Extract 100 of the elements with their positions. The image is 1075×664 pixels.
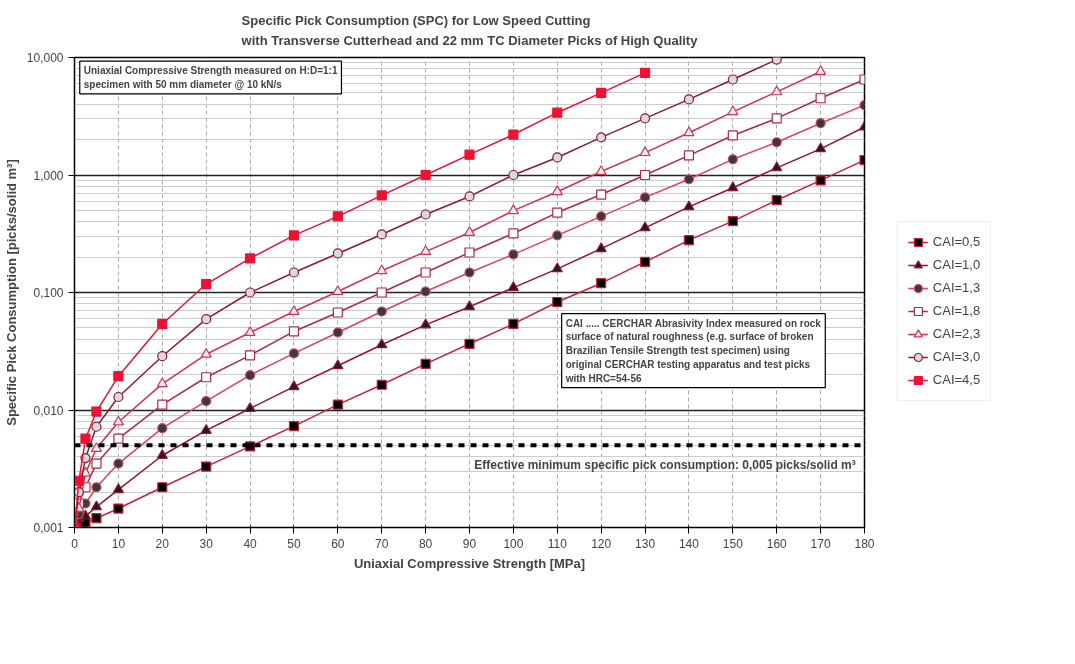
- point: [376, 379, 387, 390]
- point: [596, 132, 607, 143]
- point: [508, 228, 519, 239]
- point: [200, 347, 212, 358]
- point: [464, 191, 475, 202]
- point: [91, 513, 102, 524]
- point: [288, 230, 300, 241]
- point: [332, 399, 343, 410]
- point: [727, 74, 738, 85]
- point: [815, 175, 826, 186]
- point: [376, 264, 388, 275]
- point: [552, 207, 563, 218]
- point: [639, 67, 651, 78]
- point: [376, 229, 387, 240]
- point: [113, 371, 124, 382]
- y-tick-label: 10,000: [26, 51, 64, 65]
- legend-label: CAI=4,5: [932, 372, 981, 387]
- x-tick-label: 170: [810, 536, 831, 551]
- legend-label: CAI=0,5: [932, 234, 981, 249]
- point: [201, 396, 212, 407]
- point: [113, 391, 124, 403]
- chart-title: Specific Pick Consumption (SPC) for Low Speed Cutting with Transverse Cutterhead and 22 mm TC Diameter Picks of High Quality: [240, 13, 699, 48]
- point: [639, 192, 651, 203]
- point: [91, 406, 102, 417]
- x-tick-label: 30: [199, 536, 214, 551]
- point: [596, 87, 607, 98]
- annotation: Uniaxial Compressive Strength measured on H:D=1:1 specimen with 50 mm diameter @ 10 kN/s: [83, 65, 338, 90]
- x-tick-label: 90: [462, 536, 477, 551]
- point: [201, 278, 212, 290]
- point: [91, 421, 102, 432]
- legend-label: CAI=1,3: [932, 280, 981, 295]
- y-tick-label: 0,010: [33, 403, 64, 418]
- point: [244, 370, 256, 381]
- point: [552, 152, 563, 163]
- point: [91, 482, 102, 493]
- legend-label: CAI=3,0: [932, 349, 981, 364]
- point: [727, 154, 738, 165]
- point: [771, 137, 782, 148]
- point: [771, 161, 783, 172]
- x-tick-label: 140: [678, 536, 700, 551]
- legend-label: CAI=2,3: [932, 326, 981, 341]
- point: [639, 256, 651, 268]
- point: [508, 129, 519, 140]
- point: [376, 190, 387, 201]
- point: [244, 287, 256, 298]
- point: [288, 348, 300, 359]
- x-tick-label: 160: [766, 536, 788, 551]
- point: [551, 185, 563, 196]
- point: [727, 130, 738, 141]
- y-tick-label: 0,001: [33, 521, 64, 535]
- x-tick-label: 60: [331, 536, 345, 551]
- point: [157, 318, 168, 330]
- point: [727, 216, 738, 227]
- point: [552, 296, 563, 308]
- point: [552, 107, 563, 118]
- point: [420, 358, 431, 369]
- point: [376, 306, 387, 317]
- point: [420, 267, 431, 278]
- x-tick-label: 150: [722, 536, 744, 551]
- point: [91, 458, 102, 469]
- point: [332, 307, 343, 318]
- point: [507, 281, 519, 292]
- point: [551, 262, 563, 273]
- x-tick-label: 120: [591, 536, 612, 551]
- point: [157, 351, 168, 362]
- point: [332, 211, 343, 222]
- x-tick-label: 20: [155, 536, 170, 551]
- x-tick-label: 180: [854, 536, 875, 551]
- point: [201, 372, 212, 383]
- point: [552, 230, 563, 241]
- point: [157, 399, 168, 410]
- point: [595, 242, 607, 253]
- point: [507, 204, 519, 215]
- point: [156, 377, 168, 388]
- point: [771, 85, 783, 96]
- x-tick-label: 130: [635, 536, 656, 551]
- point: [683, 126, 695, 137]
- point: [596, 278, 607, 289]
- point: [244, 350, 256, 361]
- point: [420, 169, 431, 181]
- x-tick-label: 0: [71, 536, 79, 551]
- y-axis-title: Specific Pick Consumption [picks/solid m³]: [3, 159, 19, 426]
- point: [639, 146, 651, 157]
- point: [683, 174, 695, 185]
- point: [112, 415, 124, 426]
- point: [771, 195, 782, 206]
- point: [463, 300, 476, 311]
- point: [508, 249, 519, 260]
- point: [332, 327, 343, 338]
- legend-label: CAI=1,8: [932, 303, 981, 318]
- point: [288, 380, 300, 391]
- point: [464, 247, 475, 258]
- point: [244, 441, 256, 452]
- x-tick-label: 110: [547, 536, 568, 551]
- point: [112, 483, 124, 494]
- y-tick-label: 0,100: [33, 286, 64, 300]
- point: [201, 461, 212, 472]
- point: [815, 65, 827, 75]
- point: [244, 326, 256, 336]
- point: [595, 165, 607, 176]
